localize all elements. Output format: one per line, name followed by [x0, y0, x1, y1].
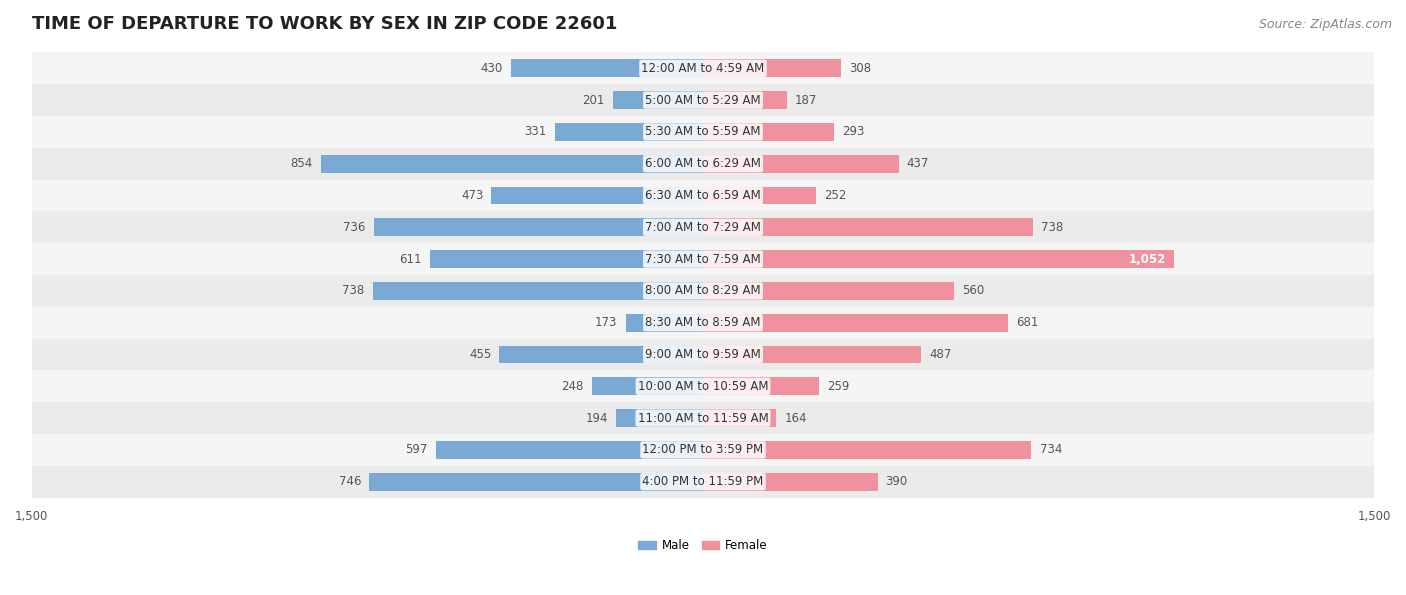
Bar	[430, 250, 703, 268]
Text: 734: 734	[1039, 443, 1062, 456]
Bar	[703, 155, 898, 173]
Bar	[32, 402, 1374, 434]
Text: 746: 746	[339, 475, 361, 488]
Text: 487: 487	[929, 348, 952, 361]
Bar	[626, 314, 703, 331]
Text: 4:00 PM to 11:59 PM: 4:00 PM to 11:59 PM	[643, 475, 763, 488]
Legend: Male, Female: Male, Female	[634, 534, 772, 557]
Bar	[373, 282, 703, 300]
Text: 7:30 AM to 7:59 AM: 7:30 AM to 7:59 AM	[645, 253, 761, 265]
Text: 738: 738	[1042, 221, 1063, 234]
Bar	[703, 346, 921, 364]
Bar	[32, 148, 1374, 180]
Text: 390: 390	[886, 475, 908, 488]
Bar	[32, 84, 1374, 116]
Text: 248: 248	[561, 380, 583, 393]
Bar	[613, 91, 703, 109]
Bar	[32, 52, 1374, 84]
Text: 201: 201	[582, 93, 605, 107]
Text: 331: 331	[524, 126, 547, 139]
Bar	[32, 116, 1374, 148]
Text: 738: 738	[343, 284, 364, 298]
Bar	[32, 243, 1374, 275]
Bar	[374, 218, 703, 236]
Text: 8:30 AM to 8:59 AM: 8:30 AM to 8:59 AM	[645, 316, 761, 329]
Bar	[703, 377, 818, 395]
Bar	[703, 441, 1032, 459]
Text: 10:00 AM to 10:59 AM: 10:00 AM to 10:59 AM	[638, 380, 768, 393]
Bar	[491, 187, 703, 205]
Bar	[32, 211, 1374, 243]
Bar	[592, 377, 703, 395]
Bar	[510, 60, 703, 77]
Text: 252: 252	[824, 189, 846, 202]
Text: 611: 611	[399, 253, 422, 265]
Bar	[32, 466, 1374, 497]
Bar	[703, 472, 877, 491]
Text: 293: 293	[842, 126, 865, 139]
Bar	[370, 472, 703, 491]
Bar	[321, 155, 703, 173]
Bar	[436, 441, 703, 459]
Text: 430: 430	[481, 62, 502, 75]
Text: 437: 437	[907, 157, 929, 170]
Bar	[703, 409, 776, 427]
Bar	[703, 250, 1174, 268]
Text: 560: 560	[962, 284, 984, 298]
Text: 854: 854	[291, 157, 312, 170]
Bar	[32, 434, 1374, 466]
Text: 8:00 AM to 8:29 AM: 8:00 AM to 8:29 AM	[645, 284, 761, 298]
Text: 6:00 AM to 6:29 AM: 6:00 AM to 6:29 AM	[645, 157, 761, 170]
Text: 6:30 AM to 6:59 AM: 6:30 AM to 6:59 AM	[645, 189, 761, 202]
Text: 12:00 PM to 3:59 PM: 12:00 PM to 3:59 PM	[643, 443, 763, 456]
Bar	[703, 60, 841, 77]
Text: 11:00 AM to 11:59 AM: 11:00 AM to 11:59 AM	[638, 412, 768, 425]
Bar	[703, 91, 787, 109]
Bar	[703, 282, 953, 300]
Text: 9:00 AM to 9:59 AM: 9:00 AM to 9:59 AM	[645, 348, 761, 361]
Bar	[499, 346, 703, 364]
Bar	[703, 314, 1008, 331]
Text: 259: 259	[827, 380, 849, 393]
Bar	[32, 307, 1374, 339]
Text: Source: ZipAtlas.com: Source: ZipAtlas.com	[1258, 18, 1392, 31]
Text: 7:00 AM to 7:29 AM: 7:00 AM to 7:29 AM	[645, 221, 761, 234]
Text: 455: 455	[470, 348, 491, 361]
Text: 5:30 AM to 5:59 AM: 5:30 AM to 5:59 AM	[645, 126, 761, 139]
Text: 308: 308	[849, 62, 872, 75]
Bar	[555, 123, 703, 141]
Text: 597: 597	[405, 443, 427, 456]
Bar	[32, 180, 1374, 211]
Bar	[32, 371, 1374, 402]
Bar	[703, 218, 1033, 236]
Bar	[703, 123, 834, 141]
Bar	[32, 339, 1374, 371]
Bar	[616, 409, 703, 427]
Text: 1,052: 1,052	[1129, 253, 1166, 265]
Bar	[32, 275, 1374, 307]
Bar	[703, 187, 815, 205]
Text: 736: 736	[343, 221, 366, 234]
Text: 473: 473	[461, 189, 484, 202]
Text: 5:00 AM to 5:29 AM: 5:00 AM to 5:29 AM	[645, 93, 761, 107]
Text: 164: 164	[785, 412, 807, 425]
Text: 173: 173	[595, 316, 617, 329]
Text: 187: 187	[794, 93, 817, 107]
Text: 12:00 AM to 4:59 AM: 12:00 AM to 4:59 AM	[641, 62, 765, 75]
Text: 681: 681	[1015, 316, 1038, 329]
Text: TIME OF DEPARTURE TO WORK BY SEX IN ZIP CODE 22601: TIME OF DEPARTURE TO WORK BY SEX IN ZIP …	[32, 15, 617, 33]
Text: 194: 194	[586, 412, 609, 425]
